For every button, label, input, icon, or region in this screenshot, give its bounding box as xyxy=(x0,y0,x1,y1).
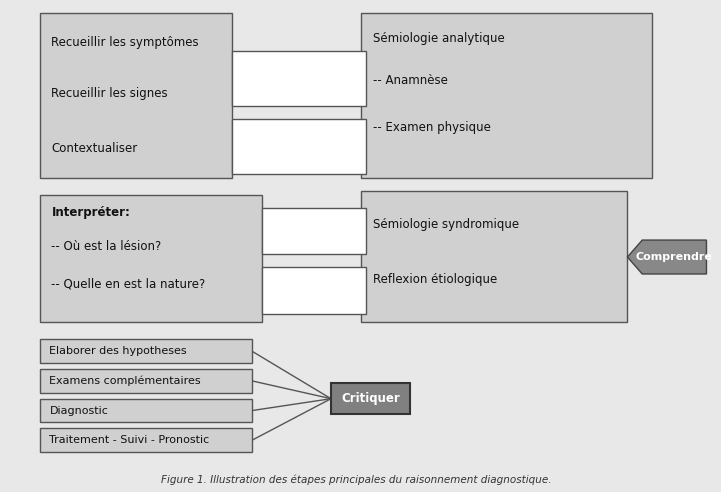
Bar xyxy=(40,429,252,452)
Text: -- Anamnèse: -- Anamnèse xyxy=(373,74,447,87)
Text: Examens complémentaires: Examens complémentaires xyxy=(50,375,201,386)
Bar xyxy=(40,195,262,322)
Bar xyxy=(40,339,252,363)
Text: -- Examen physique: -- Examen physique xyxy=(373,121,490,134)
Text: Sémiologie analytique: Sémiologie analytique xyxy=(373,31,504,45)
Bar xyxy=(331,383,410,414)
Bar xyxy=(360,191,627,322)
Bar xyxy=(262,267,366,314)
Text: Elaborer des hypotheses: Elaborer des hypotheses xyxy=(50,346,187,356)
Bar xyxy=(40,399,252,423)
Bar xyxy=(232,119,366,174)
Text: Critiquer: Critiquer xyxy=(341,392,400,405)
Bar xyxy=(232,51,366,106)
Text: Recueillir les signes: Recueillir les signes xyxy=(51,87,168,100)
Text: Diagnostic: Diagnostic xyxy=(50,405,108,416)
Text: Figure 1. Illustration des étapes principales du raisonnement diagnostique.: Figure 1. Illustration des étapes princi… xyxy=(161,475,552,485)
Text: Traitement - Suivi - Pronostic: Traitement - Suivi - Pronostic xyxy=(50,435,210,445)
Text: Sémiologie syndromique: Sémiologie syndromique xyxy=(373,218,518,231)
Bar xyxy=(40,369,252,393)
Polygon shape xyxy=(627,240,707,274)
Text: -- Où est la lésion?: -- Où est la lésion? xyxy=(51,240,162,252)
Bar xyxy=(40,13,232,178)
Bar xyxy=(360,13,652,178)
Text: Recueillir les symptômes: Recueillir les symptômes xyxy=(51,36,199,49)
Text: Contextualiser: Contextualiser xyxy=(51,142,138,155)
Text: -- Quelle en est la nature?: -- Quelle en est la nature? xyxy=(51,277,205,291)
Bar xyxy=(262,208,366,254)
Text: Comprendre: Comprendre xyxy=(636,252,713,262)
Text: Interpréter:: Interpréter: xyxy=(51,206,131,218)
Text: Reflexion étiologique: Reflexion étiologique xyxy=(373,274,497,286)
